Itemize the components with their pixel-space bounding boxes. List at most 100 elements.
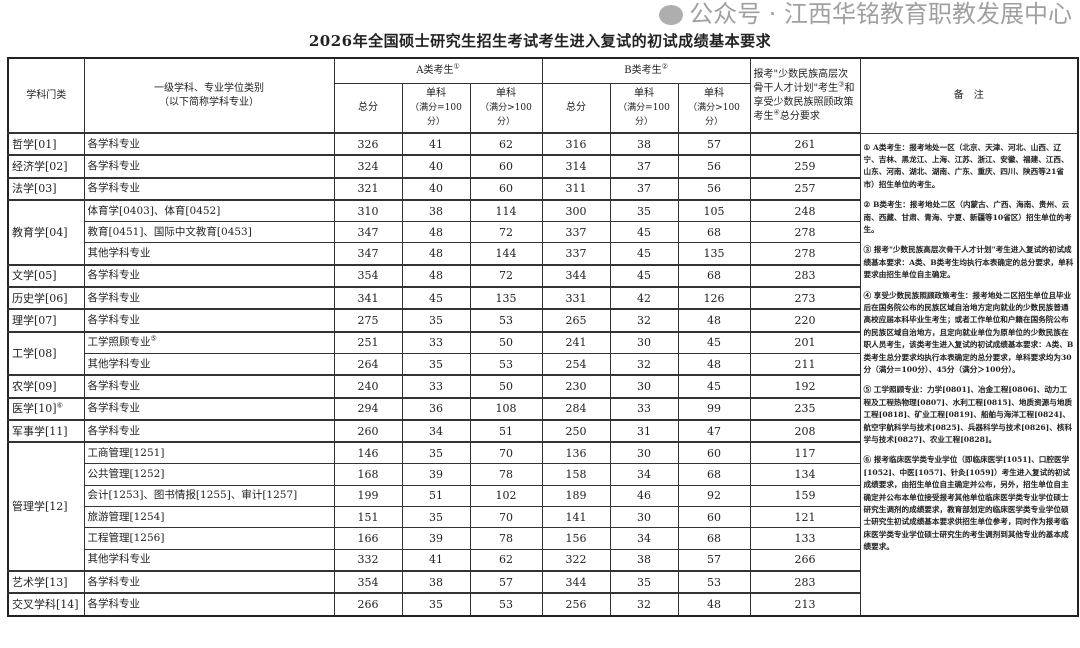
header-category: 学科门类 (7, 57, 85, 134)
header-special-text: 总分要求 (779, 110, 820, 122)
table-row: 会计[1253]、图书情报[1255]、审计[1257] 199 51 102 189 4… (8, 484, 1078, 508)
category-label: 军事学[11] (12, 424, 68, 438)
a-single-100-cell: 38 (401, 198, 471, 223)
b-total-cell: 158 (541, 463, 611, 486)
a-single-100-cell: 38 (401, 569, 471, 594)
subject-label: 各学科专业 (87, 597, 141, 610)
subject-label: 各学科专业 (87, 424, 141, 437)
a-single-gt100-cell: 102 (469, 484, 543, 508)
a-single-100-cell: 33 (401, 330, 471, 354)
a-single-100-cell: 51 (401, 484, 471, 508)
a-single-gt100-cell: 70 (469, 506, 543, 529)
a-single-gt100-cell: 53 (469, 308, 543, 333)
a-total-cell: 294 (333, 396, 403, 421)
b-total-cell: 331 (541, 286, 611, 310)
header-single: 单科 (704, 88, 725, 99)
a-total-cell: 341 (333, 286, 403, 310)
category-label: 历史学[06] (12, 291, 68, 305)
b-single-100-cell: 45 (609, 263, 679, 288)
a-single-gt100-cell: 53 (469, 352, 543, 376)
a-single-100-cell: 39 (401, 463, 471, 486)
special-total-cell: 159 (749, 484, 861, 508)
subject-label: 其他学科专业 (87, 553, 151, 566)
b-single-100-cell: 38 (609, 131, 679, 156)
special-total-cell: 257 (749, 176, 861, 201)
subject-cell: 各学科专业 (83, 154, 335, 179)
table-row: 农学[09] 各学科专业 240 33 50 230 30 45 192 (7, 374, 1078, 399)
a-single-100-cell: 35 (401, 441, 471, 465)
watermark: 公众号 · 江西华铭教育职教发展中心 (659, 0, 1072, 28)
special-total-cell: 278 (749, 221, 861, 244)
special-total-cell: 235 (749, 396, 861, 421)
b-total-cell: 156 (541, 527, 611, 550)
footnote-mark: ① (453, 62, 460, 71)
subject-label: 体育学[0403]、体育[0452] (87, 204, 221, 217)
b-single-100-cell: 31 (609, 418, 679, 443)
header-single-gt100: （满分>100分） (688, 103, 740, 127)
subject-cell: 其他学科专业 (83, 548, 335, 572)
category-cell: 历史学[06] (7, 286, 85, 310)
a-single-100-cell: 35 (401, 506, 471, 529)
b-single-gt100-cell: 105 (677, 198, 751, 223)
a-single-100-cell: 39 (401, 527, 471, 550)
special-total-cell: 117 (749, 441, 861, 465)
b-single-100-cell: 35 (609, 569, 679, 594)
b-total-cell: 254 (541, 352, 611, 376)
header-single: 单科 (634, 88, 655, 99)
special-total-cell: 201 (749, 330, 861, 354)
category-label: 理学[07] (12, 314, 57, 328)
b-total-cell: 311 (541, 176, 611, 201)
category-cell: 艺术学[13] (7, 569, 85, 594)
b-single-100-cell: 34 (609, 527, 679, 550)
category-cell: 农学[09] (7, 374, 85, 399)
a-single-100-cell: 40 (401, 176, 471, 201)
a-single-gt100-cell: 72 (469, 221, 543, 244)
special-total-cell: 208 (749, 418, 861, 443)
b-single-100-cell: 45 (609, 242, 679, 266)
table-row: 艺术学[13] 各学科专业 354 38 57 344 35 53 283 (7, 569, 1078, 594)
a-total-cell: 240 (333, 374, 403, 399)
a-total-cell: 151 (333, 506, 403, 529)
a-single-100-cell: 41 (401, 548, 471, 572)
a-total-cell: 275 (333, 308, 403, 333)
a-total-cell: 166 (333, 527, 403, 550)
category-cell: 工学[08] (7, 330, 85, 376)
table-row: 工程管理[1256] 166 39 78 156 34 68 133 (8, 527, 1078, 550)
subject-cell: 各学科专业 (83, 418, 335, 443)
category-label: 交叉学科[14] (12, 597, 79, 611)
a-single-gt100-cell: 62 (469, 131, 543, 156)
special-total-cell: 133 (749, 527, 861, 550)
special-total-cell: 248 (749, 198, 861, 223)
category-cell: 理学[07] (7, 308, 85, 333)
note-item: ③ 报考"少数民族高层次骨干人才计划"考生进入复试的初试成绩基本要求：A类、B类… (863, 245, 1074, 280)
b-single-gt100-cell: 92 (677, 484, 751, 508)
b-total-cell: 256 (541, 592, 611, 617)
a-total-cell: 354 (333, 263, 403, 288)
subject-cell: 各学科专业 (83, 308, 335, 333)
special-total-cell: 273 (749, 286, 861, 310)
a-single-gt100-cell: 51 (469, 418, 543, 443)
table-row: 其他学科专业 347 48 144 337 45 135 278 (8, 242, 1078, 266)
subject-label: 各学科专业 (87, 402, 141, 415)
b-single-100-cell: 34 (609, 463, 679, 486)
category-cell: 文学[05] (7, 263, 85, 288)
header-single: 单科 (496, 88, 517, 99)
subject-cell: 会计[1253]、图书情报[1255]、审计[1257] (83, 484, 335, 508)
subject-cell: 各学科专业 (83, 592, 335, 617)
a-single-100-cell: 48 (401, 242, 471, 266)
b-single-100-cell: 30 (609, 374, 679, 399)
a-single-gt100-cell: 70 (469, 441, 543, 465)
b-single-gt100-cell: 57 (677, 131, 751, 156)
b-single-100-cell: 33 (609, 396, 679, 421)
category-cell: 交叉学科[14] (7, 592, 85, 617)
subject-label: 各学科专业 (87, 137, 141, 150)
subject-label: 各学科专业 (87, 575, 141, 588)
subject-label: 工程管理[1256] (87, 531, 165, 544)
a-single-gt100-cell: 114 (469, 198, 543, 223)
table-row: 管理学[12] 工商管理[1251] 146 35 70 136 30 60 117 (7, 441, 1078, 572)
category-label: 经济学[02] (12, 159, 68, 173)
special-total-cell: 259 (749, 154, 861, 179)
b-total-cell: 141 (541, 506, 611, 529)
header-group-b-label: B类考生 (624, 65, 662, 76)
a-single-gt100-cell: 50 (469, 330, 543, 354)
